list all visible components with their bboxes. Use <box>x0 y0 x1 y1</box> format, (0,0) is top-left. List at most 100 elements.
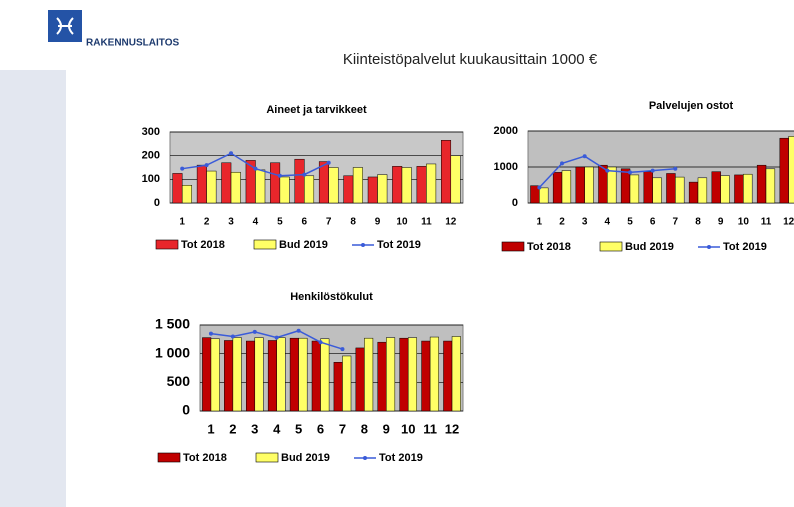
bar <box>407 337 418 412</box>
bar <box>539 187 549 204</box>
bar <box>429 336 439 412</box>
bar <box>304 175 315 204</box>
bar <box>254 337 264 412</box>
line-marker <box>277 173 282 178</box>
x-tick-label: 1 <box>537 217 543 228</box>
x-tick-label: 10 <box>738 217 750 228</box>
bar <box>294 158 305 204</box>
plot-area <box>199 324 464 412</box>
legend-label: Bud 2019 <box>625 241 674 253</box>
x-tick-label: 6 <box>302 217 308 228</box>
bar <box>386 337 396 412</box>
x-tick-label: 4 <box>273 421 281 436</box>
bar <box>343 175 354 204</box>
line-marker <box>582 154 587 159</box>
line-marker <box>253 166 258 171</box>
bar <box>333 362 343 412</box>
bar <box>392 166 403 204</box>
x-tick-label: 6 <box>650 217 656 228</box>
bar <box>443 340 453 412</box>
bar <box>377 341 387 412</box>
line-marker <box>605 168 610 173</box>
chart-title: Aineet ja tarvikkeet <box>266 104 367 116</box>
legend-label: Tot 2018 <box>183 452 227 464</box>
bar <box>734 174 744 204</box>
y-tick-label: 300 <box>142 126 160 138</box>
bar <box>743 173 753 204</box>
bar <box>328 167 339 204</box>
x-tick-label: 8 <box>695 217 701 228</box>
bar <box>421 340 431 412</box>
x-tick-label: 2 <box>229 421 236 436</box>
bar <box>451 336 461 412</box>
x-tick-label: 10 <box>401 421 415 436</box>
x-tick-label: 9 <box>718 217 724 228</box>
x-tick-label: 3 <box>251 421 258 436</box>
bar <box>416 166 427 204</box>
logo-text: RAKENNUSLAITOS <box>86 38 179 49</box>
bar <box>206 170 217 204</box>
x-tick-label: 1 <box>179 217 185 228</box>
legend-label: Bud 2019 <box>279 239 328 251</box>
bar <box>276 337 286 412</box>
bar <box>181 185 192 204</box>
x-tick-label: 9 <box>383 421 390 436</box>
bar <box>320 338 330 412</box>
y-tick-label: 0 <box>154 197 160 209</box>
x-tick-label: 8 <box>361 421 368 436</box>
bar <box>711 171 721 204</box>
bar <box>450 155 461 204</box>
bar <box>196 164 207 204</box>
legend-swatch <box>253 239 277 250</box>
bar <box>756 164 767 204</box>
x-tick-label: 4 <box>605 217 611 228</box>
x-tick-label: 10 <box>396 217 408 228</box>
y-tick-label: 0 <box>182 402 190 418</box>
legend-swatch <box>501 241 525 252</box>
line-marker <box>229 151 234 156</box>
x-tick-label: 2 <box>204 217 210 228</box>
x-tick-label: 2 <box>559 217 565 228</box>
legend-label: Tot 2019 <box>377 239 421 251</box>
bar <box>224 340 234 412</box>
bar <box>270 162 281 204</box>
line-marker <box>230 334 235 339</box>
bar <box>289 337 299 412</box>
bar <box>561 170 572 204</box>
bar <box>311 340 321 412</box>
x-tick-label: 12 <box>445 217 457 228</box>
bar <box>765 168 776 204</box>
bar <box>342 355 352 412</box>
bar <box>697 177 708 204</box>
legend-marker <box>707 245 711 249</box>
x-tick-label: 5 <box>295 421 302 436</box>
bar <box>607 166 617 204</box>
bar <box>245 340 256 412</box>
y-tick-label: 2000 <box>494 125 518 137</box>
x-tick-label: 12 <box>445 421 459 436</box>
x-tick-label: 7 <box>326 217 332 228</box>
bar <box>245 160 256 204</box>
line-marker <box>180 166 185 171</box>
bar <box>367 176 378 204</box>
side-band <box>0 0 66 507</box>
line-marker <box>326 160 331 165</box>
bar <box>202 337 212 412</box>
x-tick-label: 3 <box>582 217 588 228</box>
line-marker <box>296 328 301 333</box>
bar <box>779 137 789 204</box>
line-marker <box>318 340 323 345</box>
x-tick-label: 11 <box>421 217 432 228</box>
line-marker <box>340 347 345 352</box>
line-marker <box>560 161 564 166</box>
legend-label: Tot 2019 <box>379 452 423 464</box>
x-tick-label: 6 <box>317 421 324 436</box>
bar <box>232 337 242 412</box>
x-tick-label: 4 <box>253 217 259 228</box>
x-tick-label: 7 <box>339 421 346 436</box>
bar <box>221 162 232 204</box>
bar <box>666 173 676 204</box>
bar <box>720 175 730 204</box>
y-tick-label: 500 <box>167 373 191 389</box>
legend-label: Tot 2018 <box>181 239 225 251</box>
